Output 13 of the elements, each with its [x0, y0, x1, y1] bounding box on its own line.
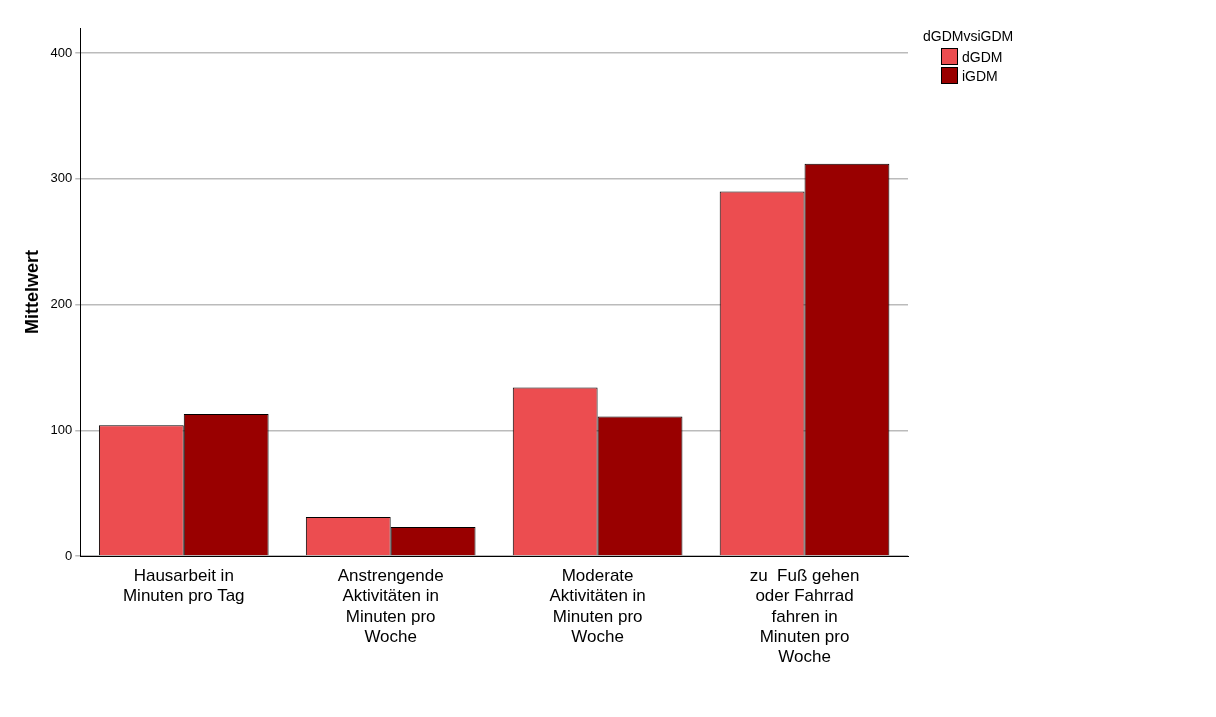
legend-title: dGDMvsiGDM	[923, 28, 1014, 44]
x-tick-label: Anstrengende Aktivitäten in Minuten pro Woche	[337, 565, 444, 647]
x-tick-label: Hausarbeit in Minuten pro Tag	[122, 565, 245, 606]
x-tick-label: zu Fuß gehen oder Fahrrad fahren in Minuten pro Woche	[749, 565, 860, 667]
y-tick-label: 0	[65, 547, 73, 563]
y-tick-label: 100	[50, 421, 73, 437]
y-tick-label: 400	[50, 44, 73, 60]
y-tick-label: 200	[50, 296, 73, 312]
x-tick-label: Moderate Aktivitäten in Minuten pro Woche	[549, 565, 646, 647]
y-axis-title: Mittelwert	[21, 249, 42, 335]
legend-label: dGDM	[962, 48, 1003, 65]
legend-label: iGDM	[962, 67, 998, 84]
y-tick-label: 300	[50, 170, 73, 186]
